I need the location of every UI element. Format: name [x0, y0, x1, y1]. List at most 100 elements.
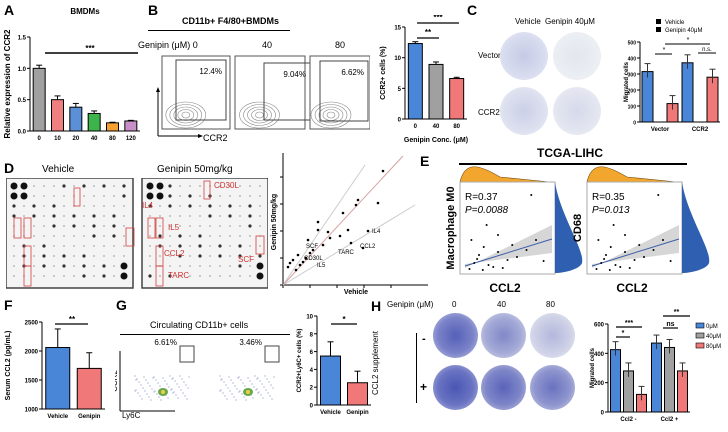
y-axis-label: CCR2+ cells (%) [380, 46, 387, 100]
reference-line [282, 164, 366, 286]
data-point [341, 211, 345, 215]
event-dot [238, 376, 240, 378]
y-tick-label: 2 [310, 386, 314, 392]
data-point [294, 268, 298, 272]
data-point [501, 267, 504, 269]
chart-g-bar: 0 2 4 6 8 10 CCR2+Ly6C+ cells (%) Vehicle Genipi… [297, 315, 371, 416]
data-point [328, 236, 332, 240]
contour [181, 111, 191, 119]
blot-spot [209, 245, 211, 247]
blot-spot [219, 185, 221, 187]
event-dot [229, 390, 231, 392]
blot-spot [82, 274, 86, 278]
event-dot [233, 396, 235, 398]
data-point [597, 239, 600, 241]
legend-label: Vehicle [665, 20, 685, 26]
blot-spot [229, 225, 231, 227]
legend-marker [656, 27, 661, 32]
blot-spot [229, 255, 231, 257]
y-tick-label: 1000 [25, 408, 39, 414]
event-dot [146, 393, 148, 395]
significance-label: * [687, 37, 690, 44]
data-point [286, 265, 290, 269]
chart-b-bar: 0 5 10 15 CCR2+ cells (%) Genipin Conc. (μM) 0… [380, 15, 468, 144]
blot-spot [156, 182, 164, 190]
data-point [478, 254, 480, 256]
event-dot [162, 377, 164, 379]
y-axis-label: Migrated cells [624, 61, 630, 102]
blot-spot [113, 275, 115, 277]
event-dot [254, 375, 256, 377]
data-point [316, 220, 320, 224]
event-dot [220, 379, 222, 381]
bar [623, 370, 634, 413]
event-dot [159, 385, 161, 387]
contour [173, 106, 199, 124]
blot-spot [53, 195, 55, 197]
event-dot [219, 390, 221, 392]
y-axis-label: Genipin 50mg/kg [271, 194, 278, 250]
event-dot [261, 383, 263, 385]
blot-spot [189, 185, 191, 187]
annotation-label: CCL2 [164, 249, 185, 258]
panel-label-d: D [4, 160, 15, 176]
bar [51, 99, 64, 132]
blot-spot [72, 214, 76, 218]
contour [326, 111, 336, 119]
blot-spot [120, 262, 128, 270]
c-dish-vector-genipin [553, 32, 601, 80]
highlight-box [73, 187, 81, 207]
x-tick-label: 40 [433, 124, 440, 130]
event-dot [223, 381, 225, 383]
blot-spot [73, 255, 75, 257]
blot-spot [53, 275, 55, 277]
blot-spot [43, 185, 45, 187]
highlight-box [203, 180, 211, 200]
blot-spot [259, 205, 261, 207]
blot-spot [179, 205, 181, 207]
b-conc-40: 40 [262, 40, 273, 50]
y-axis-label: CCR2+Ly6C+ cells (%) [297, 329, 303, 393]
event-dot [256, 388, 258, 390]
event-dot [224, 395, 226, 397]
event-dot [169, 375, 171, 377]
blot-spot [123, 245, 125, 247]
flow-g: 6.61% 3.46% CCR2 [115, 338, 280, 412]
blot-spot [53, 185, 55, 187]
event-dot [137, 392, 139, 394]
blot-spot [239, 275, 241, 277]
x-tick-label: Vector [651, 127, 670, 133]
bar [664, 346, 675, 413]
blot-spot [256, 272, 264, 280]
significance-label: * [622, 330, 625, 337]
event-dot [184, 395, 186, 397]
correlation-p: P=0.013 [592, 205, 630, 216]
annotation-label: CD30L [214, 181, 239, 190]
blot-spot [62, 254, 66, 258]
event-dot [226, 398, 228, 400]
contour [169, 104, 203, 126]
event-dot [243, 396, 245, 398]
blot-spot [189, 265, 191, 267]
event-dot [140, 384, 142, 386]
b-header: CD11b+ F4/80+BMDMs [182, 16, 280, 26]
blot-spot [199, 225, 201, 227]
event-dot [151, 388, 153, 390]
event-dot [247, 377, 249, 379]
point-label: CCL2 [360, 244, 376, 250]
blot-spot [146, 192, 154, 200]
blot-spot [53, 245, 55, 247]
data-point [316, 228, 320, 232]
event-dot [272, 387, 274, 389]
y-tick-label: 0.0 [18, 130, 27, 136]
blot-spot [189, 235, 191, 237]
blot-spot [62, 264, 66, 268]
data-point [535, 239, 537, 241]
data-point [608, 269, 611, 271]
chart-title: BMDMs [70, 7, 100, 16]
blot-spot [93, 205, 95, 207]
bar [87, 112, 101, 132]
event-dot [174, 380, 176, 382]
h-dish-minus-80 [530, 313, 575, 358]
data-point [605, 254, 607, 256]
